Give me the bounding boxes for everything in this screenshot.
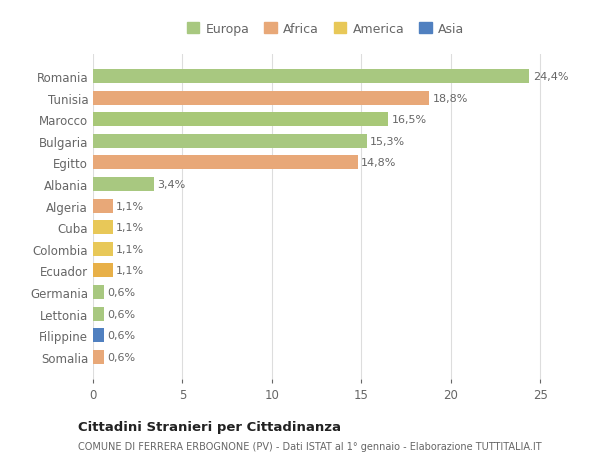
Bar bbox=[93, 156, 358, 170]
Bar bbox=[93, 328, 104, 342]
Text: 0,6%: 0,6% bbox=[107, 287, 136, 297]
Text: COMUNE DI FERRERA ERBOGNONE (PV) - Dati ISTAT al 1° gennaio - Elaborazione TUTTI: COMUNE DI FERRERA ERBOGNONE (PV) - Dati … bbox=[78, 441, 542, 451]
Bar bbox=[93, 307, 104, 321]
Bar bbox=[93, 91, 429, 106]
Bar bbox=[93, 242, 113, 256]
Text: 0,6%: 0,6% bbox=[107, 330, 136, 341]
Text: 1,1%: 1,1% bbox=[116, 244, 145, 254]
Text: 1,1%: 1,1% bbox=[116, 266, 145, 276]
Text: 1,1%: 1,1% bbox=[116, 223, 145, 233]
Text: Cittadini Stranieri per Cittadinanza: Cittadini Stranieri per Cittadinanza bbox=[78, 420, 341, 433]
Bar bbox=[93, 221, 113, 235]
Text: 16,5%: 16,5% bbox=[392, 115, 427, 125]
Text: 24,4%: 24,4% bbox=[533, 72, 568, 82]
Text: 3,4%: 3,4% bbox=[157, 179, 185, 190]
Text: 0,6%: 0,6% bbox=[107, 309, 136, 319]
Text: 15,3%: 15,3% bbox=[370, 136, 406, 146]
Text: 0,6%: 0,6% bbox=[107, 352, 136, 362]
Bar bbox=[93, 199, 113, 213]
Text: 18,8%: 18,8% bbox=[433, 93, 468, 103]
Bar bbox=[93, 350, 104, 364]
Text: 14,8%: 14,8% bbox=[361, 158, 397, 168]
Bar bbox=[93, 113, 388, 127]
Bar bbox=[93, 178, 154, 191]
Bar bbox=[93, 70, 529, 84]
Bar bbox=[93, 134, 367, 148]
Text: 1,1%: 1,1% bbox=[116, 201, 145, 211]
Bar bbox=[93, 264, 113, 278]
Legend: Europa, Africa, America, Asia: Europa, Africa, America, Asia bbox=[183, 19, 468, 40]
Bar bbox=[93, 285, 104, 299]
